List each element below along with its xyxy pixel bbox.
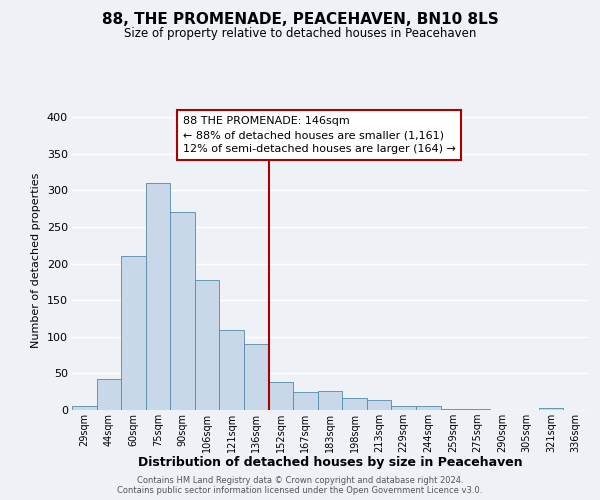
Bar [269, 382, 293, 410]
Text: Size of property relative to detached houses in Peacehaven: Size of property relative to detached ho… [124, 28, 476, 40]
Bar [342, 398, 367, 410]
Bar [146, 183, 170, 410]
Bar [220, 330, 244, 410]
Text: 88 THE PROMENADE: 146sqm
← 88% of detached houses are smaller (1,161)
12% of sem: 88 THE PROMENADE: 146sqm ← 88% of detach… [183, 116, 456, 154]
Bar [244, 344, 269, 410]
Text: Distribution of detached houses by size in Peacehaven: Distribution of detached houses by size … [137, 456, 523, 469]
Bar [121, 256, 146, 410]
Bar [440, 408, 465, 410]
Bar [170, 212, 195, 410]
Bar [318, 391, 342, 410]
Bar [391, 406, 416, 410]
Y-axis label: Number of detached properties: Number of detached properties [31, 172, 41, 348]
Bar [367, 400, 391, 410]
Bar [293, 392, 318, 410]
Bar [539, 408, 563, 410]
Text: Contains public sector information licensed under the Open Government Licence v3: Contains public sector information licen… [118, 486, 482, 495]
Text: Contains HM Land Registry data © Crown copyright and database right 2024.: Contains HM Land Registry data © Crown c… [137, 476, 463, 485]
Bar [97, 380, 121, 410]
Bar [465, 408, 490, 410]
Bar [195, 280, 220, 410]
Text: 88, THE PROMENADE, PEACEHAVEN, BN10 8LS: 88, THE PROMENADE, PEACEHAVEN, BN10 8LS [101, 12, 499, 28]
Bar [72, 406, 97, 410]
Bar [416, 406, 440, 410]
